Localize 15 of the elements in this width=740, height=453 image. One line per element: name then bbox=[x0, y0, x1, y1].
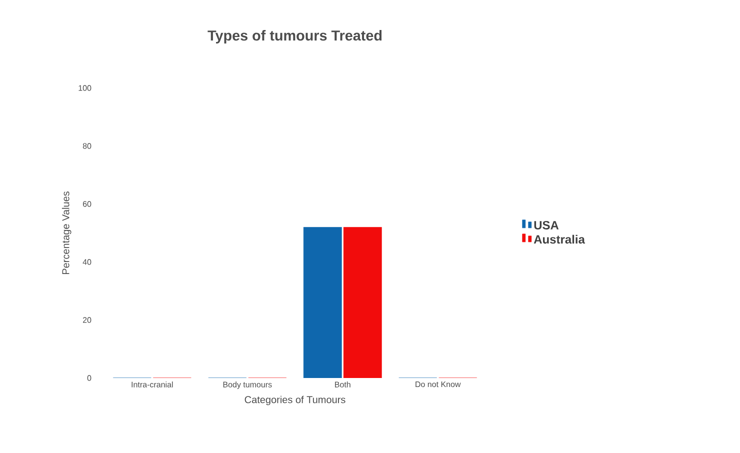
y-tick-label: 60 bbox=[82, 201, 92, 207]
x-axis-title: Categories of Tumours bbox=[244, 396, 346, 406]
y-axis-title: Percentage Values bbox=[62, 191, 72, 274]
x-tick-label: Do not Know bbox=[416, 382, 461, 388]
chart-title: Types of tumours Treated bbox=[208, 30, 382, 44]
y-tick-label: 0 bbox=[87, 375, 92, 381]
x-tick-label: Intra-cranial bbox=[132, 382, 173, 388]
y-tick-label: 80 bbox=[82, 143, 92, 149]
y-tick-label: 40 bbox=[82, 259, 92, 265]
legend-label: USA bbox=[534, 220, 559, 230]
x-tick-label: Body tumours bbox=[223, 382, 272, 389]
y-tick-label: 20 bbox=[82, 317, 92, 323]
legend-label: Australia bbox=[534, 234, 586, 244]
x-tick-label: Both bbox=[335, 382, 350, 388]
y-tick-label: 100 bbox=[78, 85, 92, 91]
